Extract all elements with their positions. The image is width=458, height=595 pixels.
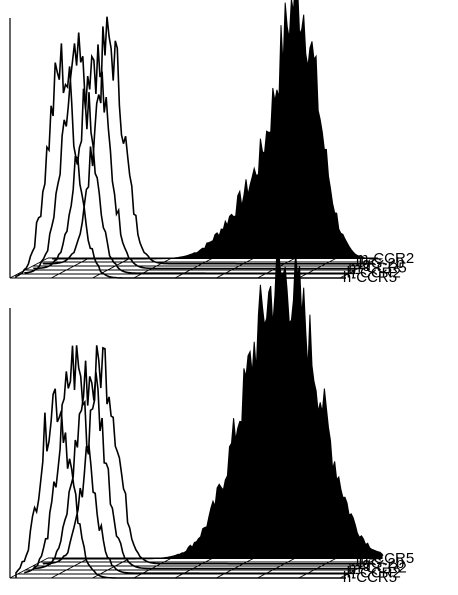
series-label: IgG-2b <box>358 555 404 572</box>
series-label: IgG-2b <box>358 255 404 272</box>
series-label: h-CCR2 <box>347 564 401 581</box>
histogram-igg-2b <box>42 16 375 265</box>
floor-grid-col <box>92 257 131 279</box>
series-label: h-CCR2 <box>347 264 401 281</box>
series-label: m-CCR5 <box>348 260 406 277</box>
histogram-h-ccr5 <box>15 388 346 579</box>
histogram-igg-2b <box>42 345 375 565</box>
histogram-m-ccr5 <box>52 248 383 560</box>
series-label: h-CCR5 <box>343 569 397 586</box>
series-label: h-CCR5 <box>343 269 397 286</box>
histogram-m-ccr2 <box>32 360 365 570</box>
histogram-h-ccr5 <box>15 43 346 279</box>
histogram-h-ccr2 <box>24 32 356 275</box>
series-label: m-CCR2 <box>348 560 406 577</box>
floor-grid-col <box>51 557 90 579</box>
histogram-m-ccr5 <box>32 44 365 270</box>
series-label: m-CCR5 <box>356 550 414 567</box>
series-label: m-CCR2 <box>356 250 414 267</box>
histogram-m-ccr2 <box>52 0 383 260</box>
histogram-h-ccr2 <box>24 345 356 575</box>
floor-grid-col <box>51 257 90 279</box>
